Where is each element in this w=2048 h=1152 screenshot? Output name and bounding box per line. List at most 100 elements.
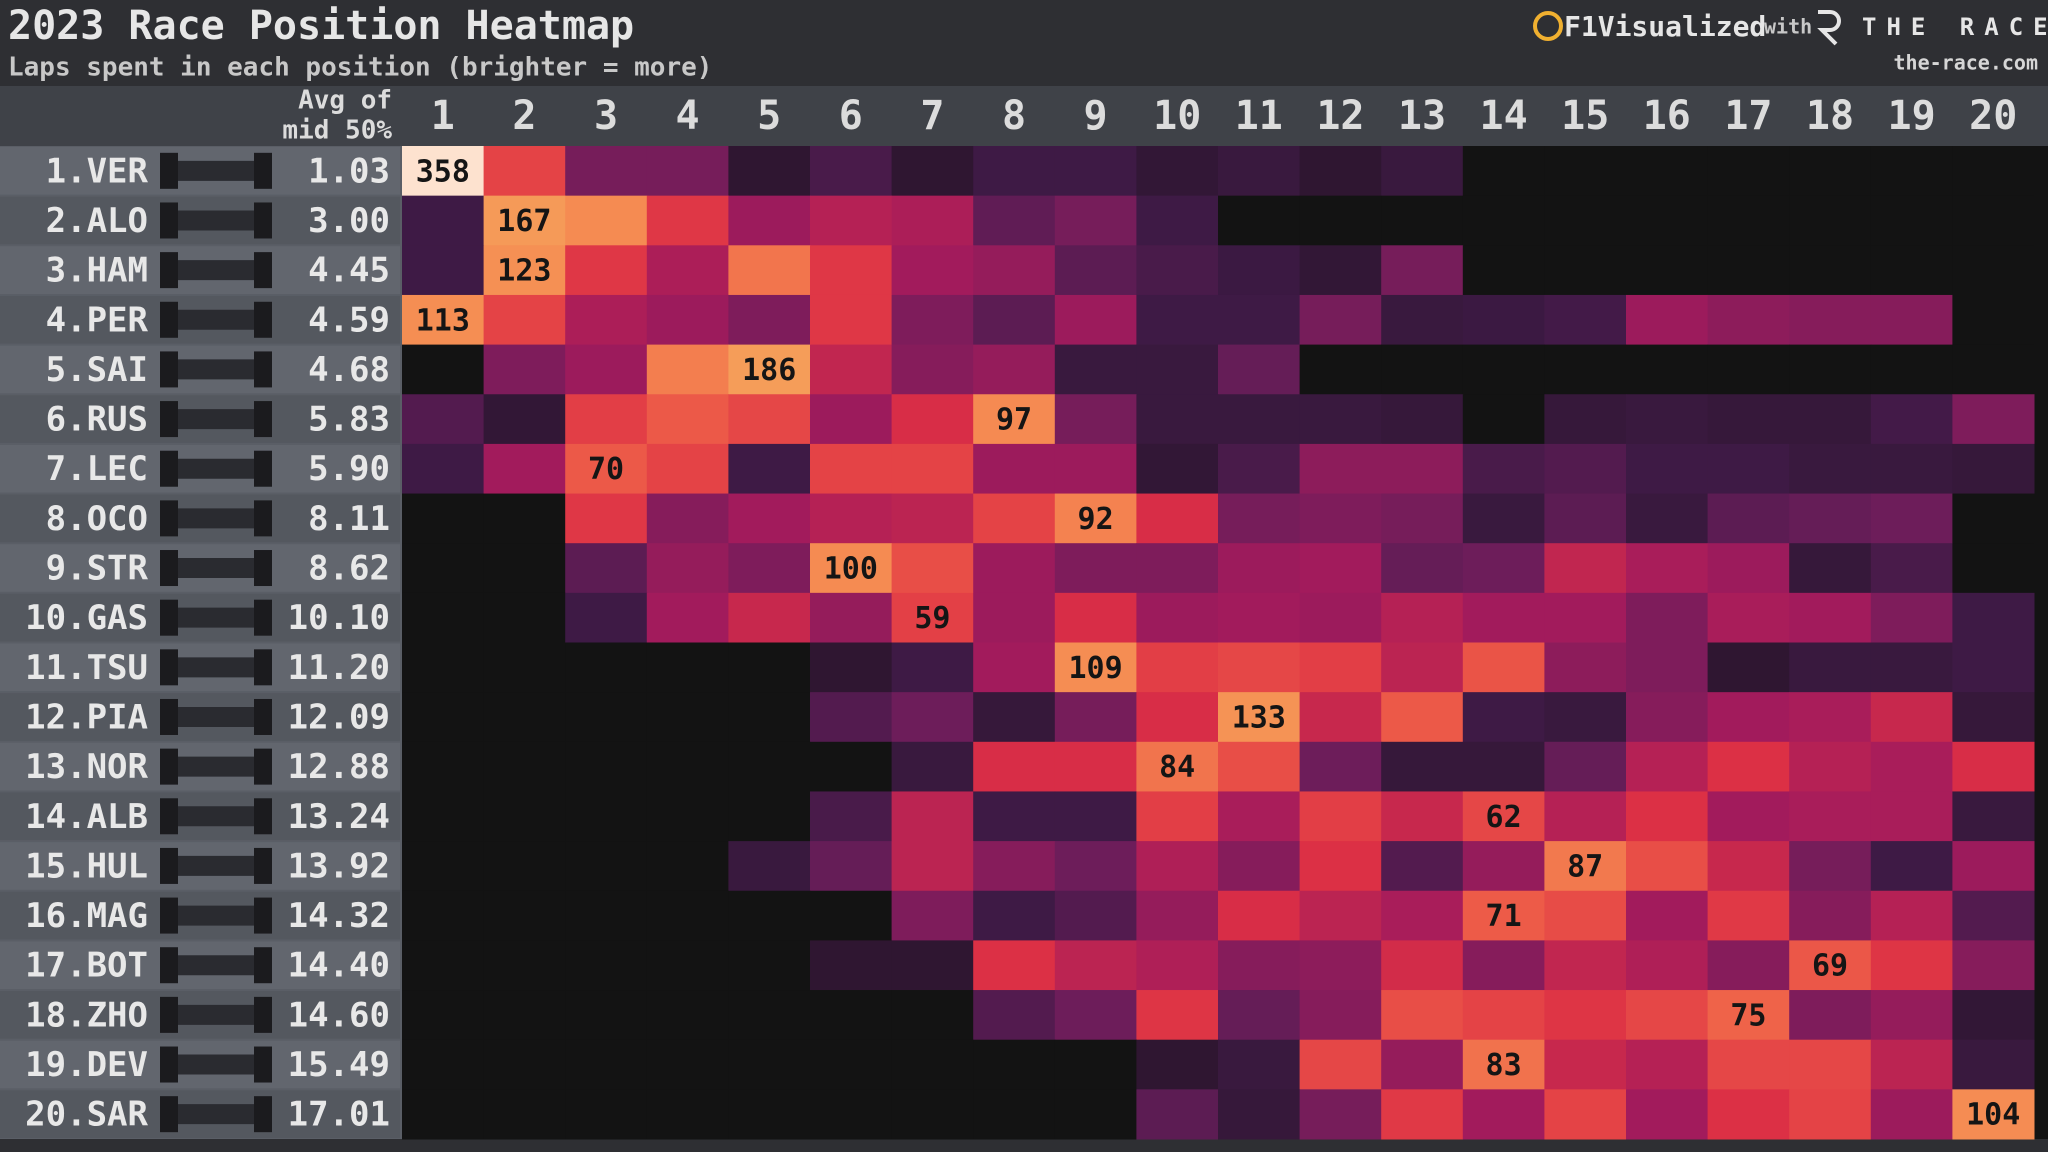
heatmap-cell bbox=[728, 146, 811, 197]
heatmap-cell bbox=[402, 344, 485, 395]
heatmap-cell bbox=[1299, 692, 1382, 743]
heatmap-cell bbox=[891, 294, 974, 346]
heatmap-cell bbox=[1462, 443, 1545, 495]
heatmap-cell bbox=[646, 642, 729, 693]
heatmap-cell bbox=[1952, 344, 2035, 395]
cell-label: 69 bbox=[1812, 949, 1848, 984]
heatmap-cell bbox=[1789, 493, 1872, 544]
car-icon bbox=[160, 897, 178, 934]
heatmap-cell bbox=[1789, 741, 1872, 792]
heatmap-cell bbox=[1544, 741, 1627, 792]
heatmap-cell bbox=[483, 890, 566, 941]
heatmap-cell bbox=[1136, 245, 1219, 296]
heatmap-cell bbox=[1707, 493, 1790, 544]
heatmap-cell bbox=[1462, 791, 1545, 842]
heatmap-cell bbox=[565, 493, 648, 544]
heatmap-cell bbox=[1462, 294, 1545, 346]
heatmap-cell bbox=[1626, 493, 1709, 544]
heatmap-cell bbox=[1626, 543, 1709, 594]
heatmap-cell bbox=[1544, 245, 1627, 296]
heatmap-cell bbox=[1054, 245, 1137, 296]
car-icon bbox=[162, 855, 272, 876]
car-icon bbox=[254, 1096, 272, 1133]
heatmap-cell bbox=[1952, 443, 2035, 495]
heatmap-cell bbox=[810, 940, 893, 991]
heatmap-cell bbox=[1218, 543, 1301, 594]
heatmap-cell bbox=[1218, 592, 1301, 643]
heatmap-cell bbox=[810, 890, 893, 941]
heatmap-cell bbox=[810, 443, 893, 495]
heatmap-cell bbox=[1381, 741, 1464, 792]
heatmap-cell bbox=[565, 245, 648, 296]
heatmap-cell bbox=[1462, 592, 1545, 643]
heatmap-cell bbox=[1462, 692, 1545, 743]
heatmap-cell bbox=[1626, 890, 1709, 941]
heatmap-cell bbox=[1707, 592, 1790, 643]
heatmap-cell bbox=[1054, 642, 1137, 693]
heatmap-cell bbox=[646, 940, 729, 991]
heatmap-cell bbox=[1054, 592, 1137, 643]
heatmap-cell bbox=[1789, 642, 1872, 693]
heatmap-cell bbox=[1299, 1089, 1382, 1140]
avg-value: 8.11 bbox=[308, 499, 390, 539]
heatmap-cell bbox=[402, 692, 485, 743]
car-icon bbox=[162, 409, 272, 430]
heatmap-cell bbox=[1462, 543, 1545, 594]
heatmap-cell bbox=[1218, 344, 1301, 395]
cell-label: 109 bbox=[1069, 651, 1123, 686]
heatmap-cell bbox=[646, 841, 729, 892]
cell-label: 92 bbox=[1078, 502, 1114, 537]
heatmap-cell bbox=[1626, 1039, 1709, 1090]
heatmap-cell bbox=[483, 146, 566, 197]
column-label: 2 bbox=[512, 93, 536, 139]
heatmap-cell bbox=[1707, 841, 1790, 892]
column-label: 11 bbox=[1235, 93, 1283, 139]
car-icon bbox=[162, 706, 272, 727]
avg-value: 8.62 bbox=[308, 549, 390, 589]
car-icon bbox=[162, 1004, 272, 1025]
heatmap-cell bbox=[1707, 245, 1790, 296]
heatmap-cell bbox=[1381, 245, 1464, 296]
car-icon bbox=[160, 351, 178, 388]
heatmap-cell bbox=[891, 493, 974, 544]
heatmap-cell bbox=[1789, 146, 1872, 197]
heatmap-cell bbox=[1462, 394, 1545, 445]
heatmap-cell bbox=[1870, 841, 1953, 892]
cell-label: 97 bbox=[996, 403, 1032, 438]
heatmap-cell bbox=[565, 443, 648, 495]
heatmap-cell bbox=[1870, 245, 1953, 296]
heatmap-cell bbox=[810, 1089, 893, 1140]
heatmap-cell bbox=[1952, 741, 2035, 792]
heatmap-cell bbox=[1789, 245, 1872, 296]
avg-value: 14.32 bbox=[288, 896, 390, 936]
heatmap-cell bbox=[1707, 294, 1790, 346]
heatmap-cell bbox=[402, 1089, 485, 1140]
car-icon bbox=[162, 1104, 272, 1125]
heatmap-cell bbox=[402, 841, 485, 892]
heatmap-cell bbox=[1544, 990, 1627, 1041]
car-icon bbox=[254, 401, 272, 438]
heatmap-cell bbox=[565, 990, 648, 1041]
heatmap-cell bbox=[1381, 841, 1464, 892]
avg-value: 17.01 bbox=[288, 1095, 390, 1135]
heatmap-cell bbox=[1462, 841, 1545, 892]
heatmap-cell bbox=[1707, 195, 1790, 246]
heatmap-cell bbox=[1462, 1089, 1545, 1140]
car-icon bbox=[162, 210, 272, 231]
car-icon bbox=[162, 508, 272, 529]
heatmap-cell bbox=[1707, 692, 1790, 743]
heatmap-cell bbox=[646, 394, 729, 445]
avg-value: 5.83 bbox=[308, 400, 390, 440]
heatmap-cell bbox=[1952, 940, 2035, 991]
row-label: 20.SAR bbox=[25, 1095, 148, 1135]
heatmap-cell bbox=[402, 195, 485, 246]
heatmap-cell bbox=[1054, 195, 1137, 246]
heatmap-cell bbox=[1054, 791, 1137, 842]
heatmap-cell bbox=[973, 692, 1056, 743]
heatmap-cell bbox=[1870, 1039, 1953, 1090]
heatmap-cell bbox=[1544, 692, 1627, 743]
heatmap-cell bbox=[891, 146, 974, 197]
heatmap-cell bbox=[1544, 1039, 1627, 1090]
row-label: 14.ALB bbox=[25, 797, 148, 837]
heatmap-cell bbox=[973, 543, 1056, 594]
